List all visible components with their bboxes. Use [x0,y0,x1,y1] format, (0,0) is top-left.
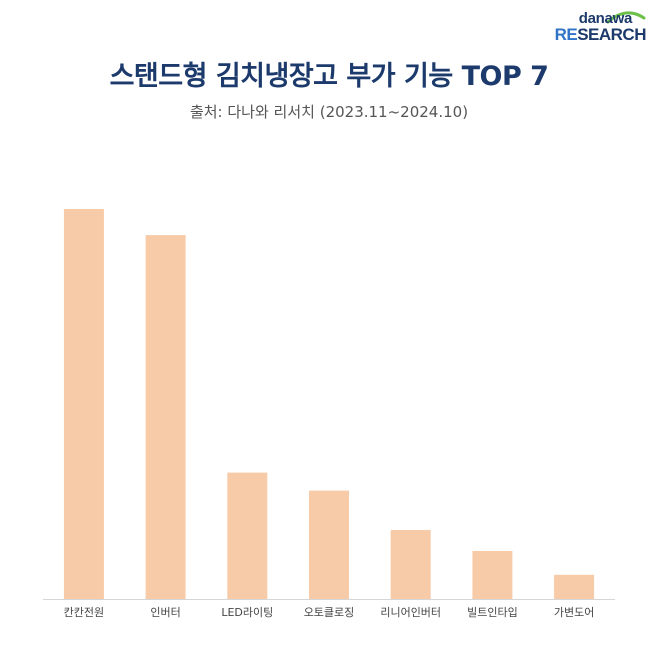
bar-1 [63,209,104,599]
x-tick-label-1: 칸칸전원 [64,606,104,619]
logo-bottom-text: RESEARCH [554,25,647,45]
bar-5 [390,530,431,599]
x-tick-label-4: 오토클로징 [304,606,355,619]
logo-arc-icon [606,11,646,24]
bar-6 [472,551,513,599]
logo-bottom-rest: SEARCH [577,25,646,44]
logo-bottom-prefix: RE [554,25,578,44]
danawa-research-logo: danawa RESEARCH [554,8,647,45]
chart-subtitle: 출처: 다나와 리서치 (2023.11~2024.10) [189,103,469,121]
x-tick-label-2: 인버터 [150,606,180,619]
x-tick-label-3: LED라이팅 [221,606,273,619]
bar-3 [227,472,268,599]
chart-title: 스탠드형 김치냉장고 부가 기능 TOP 7 [109,61,549,92]
logo-top-text: danawa [578,10,633,27]
x-tick-label-7: 가변도어 [554,606,594,619]
bar-7 [554,574,595,599]
bar-2 [145,235,186,599]
x-tick-label-6: 빌트인타입 [467,606,518,619]
bar-4 [309,490,349,599]
x-tick-label-5: 리니어인버터 [380,606,441,619]
